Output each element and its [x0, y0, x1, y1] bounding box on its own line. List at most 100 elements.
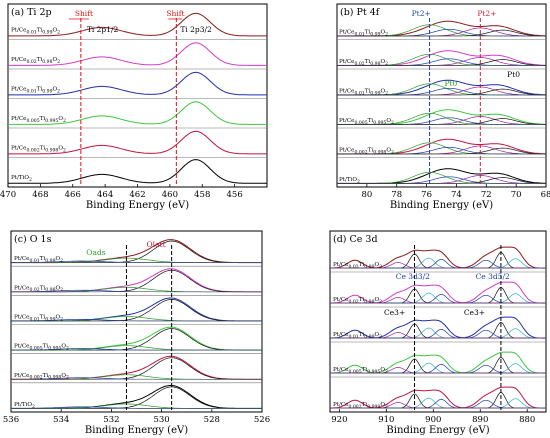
series-label: Pt/Ce0.03​Ti0.99​O2​ — [333, 262, 382, 270]
shift-label: Shift — [166, 9, 184, 18]
x-tick-label: 528 — [204, 415, 220, 425]
series-label: Pt/Ce0.02​Ti0.98​O2​ — [333, 297, 382, 305]
series-label: Pt/Ce0.01​Ti0.99​O2​ — [339, 30, 388, 38]
series-label: Pt/Ce0.002​Ti0.998​O2​ — [14, 373, 69, 381]
x-tick-label: 78 — [391, 190, 402, 200]
x-tick-label: 462 — [129, 190, 145, 200]
series-label: Pt/TiO2​ — [14, 402, 35, 410]
series-label: Pt/Ce0.005​Ti0.995​O2​ — [339, 118, 394, 126]
series-label: Pt/Ce0.002​Ti0.998​O2​ — [11, 146, 66, 154]
x-tick-label: 470 — [0, 190, 16, 200]
series-4: Pt/Ce0.005​Ti0.995​O2​ — [337, 98, 547, 126]
peak-label: Pt0 — [444, 79, 457, 88]
series-label: Pt/Ce0.01​Ti0.99​O2​ — [14, 256, 63, 264]
panel-title: (a) Ti 2p — [11, 7, 52, 18]
series-1: Pt/Ce0.01​Ti0.99​O2​ — [8, 12, 267, 37]
x-tick-label: 460 — [162, 190, 178, 200]
panel-title: (c) O 1s — [14, 234, 52, 245]
shift-label: Shift — [75, 9, 93, 18]
series-2: Pt/Ce0.02​Ti0.98​O2​ — [330, 271, 546, 305]
series-label: Pt/Ce0.002​Ti0.998​O2​ — [333, 402, 388, 410]
panel-2: Pt/Ce0.01​Ti0.99​O2​ Pt/Ce0.02​Ti0.98​O2​… — [336, 3, 550, 211]
peak-label: Ti 2p3/2 — [180, 25, 212, 34]
x-tick-label: 890 — [472, 415, 488, 425]
series-2: Pt/Ce0.02​Ti0.98​O2​ — [11, 265, 262, 293]
peak-label: Ce3+ — [464, 308, 485, 317]
x-axis-label: Binding Energy (eV) — [390, 200, 493, 211]
peak-label: Ti 2p1/2 — [87, 25, 119, 34]
series-label: Pt/Ce0.01​Ti0.99​O2​ — [14, 315, 63, 323]
x-axis-label: Binding Energy (eV) — [86, 200, 189, 211]
x-tick-label: 456 — [227, 190, 243, 200]
series-6: Pt/TiO2​ — [11, 382, 262, 410]
x-tick-label: 72 — [481, 190, 492, 200]
series-line — [337, 168, 547, 184]
x-tick-label: 74 — [451, 190, 462, 200]
x-tick-label: 920 — [331, 415, 347, 425]
series-line — [330, 281, 546, 304]
panel-title: (d) Ce 3d — [333, 234, 378, 245]
series-line — [8, 12, 267, 37]
series-label: Pt/Ce0.01​Ti0.99​O2​ — [339, 89, 388, 97]
x-tick-label: 534 — [53, 415, 69, 425]
series-line — [8, 159, 267, 184]
series-label: Pt/Ce0.005​Ti0.995​O2​ — [14, 344, 69, 352]
series-line — [8, 130, 267, 155]
x-tick-label: 880 — [519, 415, 535, 425]
series-6: Pt/TiO2​ — [337, 157, 547, 185]
peak-label: Olatt — [147, 240, 166, 249]
series-label: Pt/Ce0.005​Ti0.995​O2​ — [333, 367, 388, 375]
series-line — [8, 101, 267, 125]
peak-label: Ce 3d5/2 — [476, 272, 510, 281]
series-label: Pt/Ce0.005​Ti0.995​O2​ — [11, 116, 66, 124]
x-tick-label: 900 — [425, 415, 441, 425]
peak-label: Ce3+ — [384, 308, 405, 317]
series-line — [330, 316, 546, 339]
x-tick-label: 466 — [65, 190, 81, 200]
series-5: Pt/Ce0.002​Ti0.998​O2​ — [337, 127, 547, 156]
x-tick-label: 464 — [97, 190, 113, 200]
x-tick-label: 80 — [361, 190, 372, 200]
series-3: Pt/Ce0.01​Ti0.99​O2​ — [11, 295, 262, 322]
x-axis-label: Binding Energy (eV) — [85, 425, 188, 436]
series-2: Pt/Ce0.02​Ti0.98​O2​ — [8, 39, 267, 66]
x-tick-label: 468 — [32, 190, 48, 200]
series-4: Pt/Ce0.005​Ti0.995​O2​ — [330, 341, 546, 375]
series-label: Pt/Ce0.01​Ti0.99​O2​ — [333, 332, 382, 340]
series-label: Pt/Ce0.002​Ti0.998​O2​ — [339, 148, 394, 156]
panel-title: (b) Pt 4f — [340, 7, 381, 18]
x-tick-label: 68 — [541, 190, 550, 200]
x-tick-label: 70 — [511, 190, 522, 200]
peak-label: Pt0 — [507, 70, 520, 79]
panel-3: Pt/Ce0.01​Ti0.99​O2​ Pt/Ce0.02​Ti0.98​O2​… — [3, 230, 270, 436]
series-5: Pt/Ce0.002​Ti0.998​O2​ — [8, 127, 267, 155]
series-label: Pt/Ce0.02​Ti0.98​O2​ — [14, 285, 63, 293]
series-4: Pt/Ce0.005​Ti0.995​O2​ — [8, 98, 267, 125]
x-axis-label: Binding Energy (eV) — [386, 425, 489, 436]
fit-component-line — [11, 386, 262, 409]
series-5: Pt/Ce0.002​Ti0.998​O2​ — [11, 353, 262, 381]
plot-frame — [329, 230, 547, 413]
series-1: Pt/Ce0.01​Ti0.99​O2​ — [11, 239, 262, 264]
series-3: Pt/Ce0.01​Ti0.99​O2​ — [8, 68, 267, 96]
peak-label: Ce 3d3/2 — [396, 272, 430, 281]
x-tick-label: 910 — [378, 415, 394, 425]
series-3: Pt/Ce0.01​Ti0.99​O2​ — [330, 306, 546, 340]
series-label: Pt/Ce0.01​Ti0.99​O2​ — [11, 28, 60, 36]
panel-4: Pt/Ce0.03​Ti0.99​O2​ Pt/Ce0.02​Ti0.98​O2​… — [329, 230, 547, 436]
series-4: Pt/Ce0.005​Ti0.995​O2​ — [11, 324, 262, 352]
series-label: Pt/TiO2​ — [339, 177, 360, 185]
x-tick-label: 458 — [194, 190, 210, 200]
series-1: Pt/Ce0.03​Ti0.99​O2​ — [330, 246, 546, 270]
series-line — [8, 42, 267, 66]
series-line — [330, 246, 546, 269]
series-1: Pt/Ce0.01​Ti0.99​O2​ — [337, 20, 547, 38]
panel-1: Pt/Ce0.01​Ti0.99​O2​ Pt/Ce0.02​Ti0.98​O2​… — [0, 3, 268, 211]
x-tick-label: 536 — [3, 415, 19, 425]
series-5: Pt/Ce0.002​Ti0.998​O2​ — [330, 376, 546, 410]
peak-label: Oads — [86, 248, 105, 257]
x-tick-label: 526 — [254, 415, 270, 425]
series-line — [8, 71, 267, 96]
series-label: Pt/Ce0.01​Ti0.99​O2​ — [11, 87, 60, 95]
